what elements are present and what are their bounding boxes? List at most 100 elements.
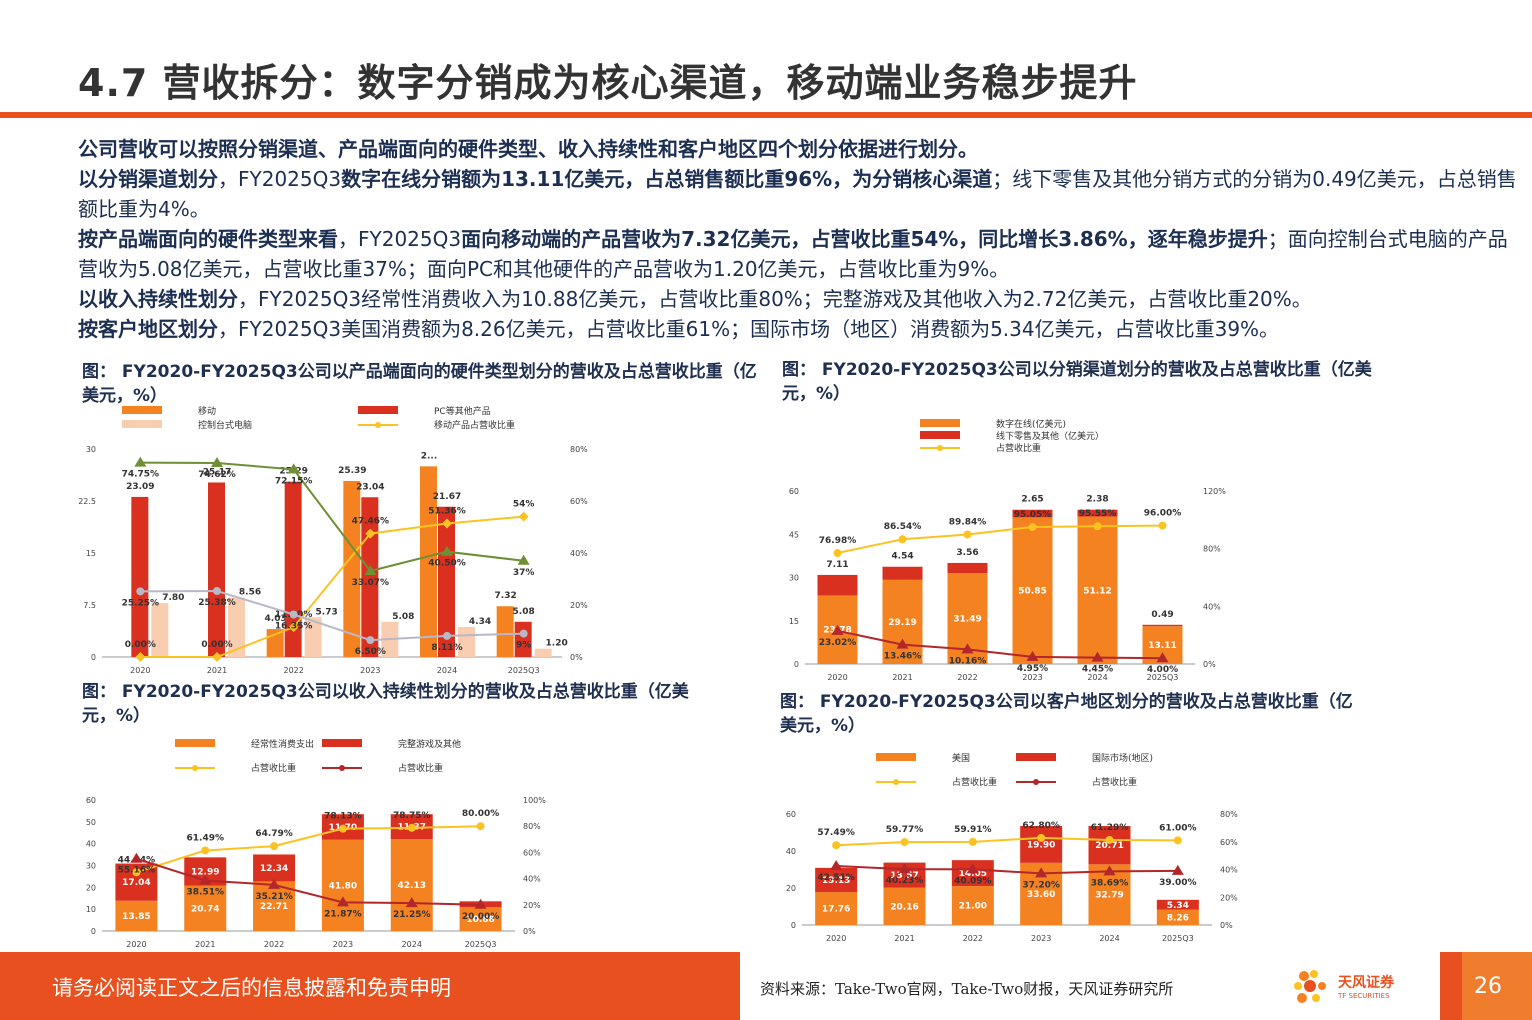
x-tick-label: 2021 <box>894 934 914 943</box>
line-point <box>405 897 418 908</box>
x-tick-label: 2022 <box>957 673 977 682</box>
bar-label: 12.34 <box>260 864 288 874</box>
summary-segment: 以收入持续性划分 <box>78 287 238 311</box>
bar-label: 0.49 <box>1151 610 1173 620</box>
logo-subtext: TF SECURITIES <box>1338 992 1390 1000</box>
line-label: 76.98% <box>819 536 857 546</box>
bar-0 <box>1156 909 1199 925</box>
line-label: 40.50% <box>428 559 466 569</box>
line-point <box>287 463 300 474</box>
bar-1 <box>361 497 379 657</box>
footer-bar: 请务必阅读正文之后的信息披露和免责申明 资料来源：Take-Two官网，Take… <box>0 952 1532 1020</box>
legend-marker <box>192 765 198 771</box>
x-tick-label: 2021 <box>892 673 912 682</box>
x-tick-label: 2023 <box>1022 673 1042 682</box>
bar-2 <box>151 602 169 657</box>
y2-tick-label: 80% <box>1220 810 1238 819</box>
series-line-1 <box>836 865 1178 875</box>
line-label: 54% <box>513 500 535 510</box>
legend-swatch <box>122 406 162 414</box>
y2-tick-label: 0% <box>523 927 536 936</box>
line-point <box>896 638 909 649</box>
line-label: 20.00% <box>462 912 500 922</box>
bar-label: 41.80 <box>329 881 357 891</box>
line-point <box>441 545 453 556</box>
bar-0 <box>253 881 296 931</box>
bar-1 <box>1012 509 1053 518</box>
y2-tick-label: 40% <box>1220 866 1238 875</box>
legend-label: 美国 <box>952 752 970 764</box>
line-point <box>442 518 452 529</box>
line-label: 35.21% <box>255 892 293 902</box>
line-label: 59.91% <box>954 825 992 835</box>
bar-0 <box>390 839 433 931</box>
x-tick-label: 2022 <box>264 940 284 949</box>
line-label: 8.11% <box>431 643 462 653</box>
line-point <box>135 652 146 662</box>
bar-0 <box>951 886 994 925</box>
chart-caption-hardware: 图： FY2020-FY2025Q3公司以产品端面向的硬件类型划分的营收及占总营… <box>82 362 757 406</box>
bar-label: 7.32 <box>495 591 517 601</box>
line-label: 37.20% <box>1022 880 1060 890</box>
line-label: 95.05% <box>1014 510 1052 520</box>
x-tick-label: 2024 <box>1087 673 1107 682</box>
summary-segment: 按产品端面向的硬件类型来看 <box>78 227 338 251</box>
bar-label: 5.08 <box>513 607 535 617</box>
line-label: 16.35% <box>275 621 313 631</box>
line-point <box>407 823 416 832</box>
line-label: 61.49% <box>187 833 225 843</box>
bar-0 <box>420 466 437 657</box>
bar-label: 21.00 <box>959 902 987 912</box>
bar-0 <box>496 606 514 657</box>
y-tick-label: 30 <box>86 862 96 871</box>
line-point <box>1158 521 1167 530</box>
title-rule <box>0 112 1532 118</box>
bar-1 <box>1088 826 1131 865</box>
legend-label: 占营收比重 <box>251 762 296 774</box>
page-title: 4.7 营收拆分：数字分销成为核心渠道，移动端业务稳步提升 <box>78 61 1138 105</box>
x-tick-label: 2025Q3 <box>465 940 497 949</box>
line-label: 0.00% <box>125 640 156 650</box>
legend-marker <box>893 779 899 785</box>
x-tick-label: 2024 <box>437 666 457 675</box>
line-point <box>1171 864 1184 875</box>
bar-1 <box>817 574 858 596</box>
line-point <box>1105 835 1114 844</box>
legend-label: 完整游戏及其他 <box>398 738 461 750</box>
x-tick-label: 2025Q3 <box>508 666 540 675</box>
y-tick-label: 22.5 <box>78 497 96 506</box>
legend-swatch <box>322 739 362 747</box>
bar-1 <box>253 854 296 882</box>
x-tick-label: 2025Q3 <box>1147 673 1179 682</box>
summary-paragraph: 按客户地区划分，FY2025Q3美国消费额为8.26亿美元，占营收比重61%；国… <box>78 314 1518 344</box>
x-tick-label: 2020 <box>126 940 146 949</box>
bar-2 <box>534 648 552 657</box>
summary-segment: 按客户地区划分 <box>78 317 218 341</box>
bar-label: 23.04 <box>356 482 384 492</box>
line-label: 25.38% <box>198 598 236 608</box>
legend-swatch <box>358 406 398 414</box>
y-tick-label: 0 <box>91 927 96 936</box>
y-tick-label: 40 <box>86 840 96 849</box>
line-label: 96.00% <box>1144 509 1182 519</box>
summary-text: 公司营收可以按照分销渠道、产品端面向的硬件类型、收入持续性和客户地区四个划分依据… <box>78 134 1518 344</box>
line-point <box>966 863 979 874</box>
x-tick-label: 2021 <box>207 666 227 675</box>
x-tick-label: 2023 <box>333 940 353 949</box>
bar-1 <box>1020 826 1063 863</box>
y-tick-label: 10 <box>86 905 96 914</box>
x-tick-label: 2021 <box>195 940 215 949</box>
bar-1 <box>1142 624 1183 627</box>
y-tick-label: 45 <box>789 530 799 539</box>
bar-label: 13.85 <box>122 912 150 922</box>
y2-tick-label: 40% <box>1203 602 1221 611</box>
legend-label: 占营收比重 <box>1092 776 1137 788</box>
line-point <box>900 838 909 847</box>
y2-tick-label: 80% <box>523 822 541 831</box>
line-label: 89.84% <box>949 517 987 527</box>
y-tick-label: 7.5 <box>83 601 96 610</box>
legend-label: 线下零售及其他（亿美元） <box>996 430 1104 442</box>
footer-disclaimer: 请务必阅读正文之后的信息披露和免责申明 <box>52 976 451 1000</box>
bar-label: 31.49 <box>953 615 981 625</box>
summary-segment: ；线下零售及其他分销方式的分销为0.49亿美元，占总销售额比重为4%。 <box>78 167 1517 221</box>
